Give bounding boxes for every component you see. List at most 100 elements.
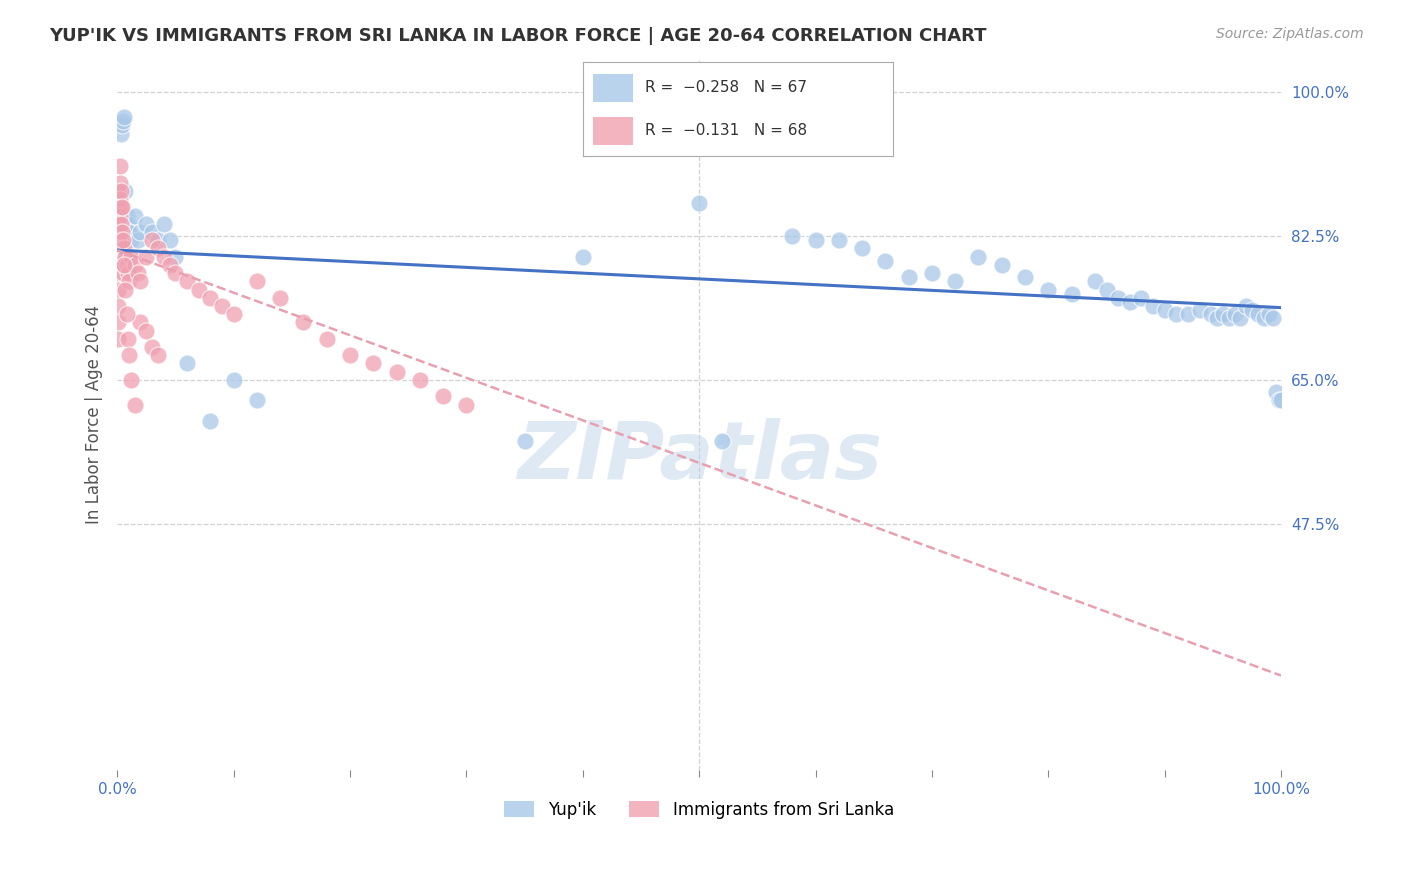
Point xyxy=(1206,311,1229,326)
Point xyxy=(112,258,135,272)
Point xyxy=(990,258,1012,272)
Legend: Yup'ik, Immigrants from Sri Lanka: Yup'ik, Immigrants from Sri Lanka xyxy=(498,794,901,826)
Point xyxy=(165,266,187,280)
Point xyxy=(828,233,851,247)
Point xyxy=(804,233,827,247)
Point xyxy=(1247,307,1270,321)
FancyBboxPatch shape xyxy=(593,117,633,145)
Point xyxy=(967,250,990,264)
Point xyxy=(127,233,149,247)
Point xyxy=(114,184,136,198)
Point xyxy=(110,201,132,215)
Point xyxy=(339,348,361,362)
Point xyxy=(1229,311,1251,326)
Point xyxy=(135,217,157,231)
Point xyxy=(1107,291,1129,305)
Point xyxy=(110,233,132,247)
Point xyxy=(513,434,536,449)
Point xyxy=(432,389,454,403)
Point xyxy=(112,242,135,256)
Point xyxy=(361,356,384,370)
Point xyxy=(943,274,966,288)
Point xyxy=(135,250,157,264)
Point xyxy=(111,266,134,280)
Point xyxy=(1142,299,1164,313)
Point xyxy=(115,307,138,321)
Point xyxy=(1268,393,1291,408)
Point xyxy=(107,266,129,280)
Point xyxy=(141,233,163,247)
Point xyxy=(117,217,139,231)
Point xyxy=(780,229,803,244)
Point xyxy=(129,225,152,239)
Point xyxy=(222,307,245,321)
Point xyxy=(1212,307,1234,321)
Point xyxy=(107,299,129,313)
Point xyxy=(124,209,146,223)
Point xyxy=(1223,307,1246,321)
Point xyxy=(118,225,141,239)
Point xyxy=(108,209,131,223)
Point xyxy=(112,110,135,124)
Point xyxy=(118,274,141,288)
Point xyxy=(1166,307,1188,321)
Point xyxy=(187,283,209,297)
Point xyxy=(1253,311,1275,326)
Point xyxy=(115,209,138,223)
Point xyxy=(897,270,920,285)
Point xyxy=(222,373,245,387)
Point xyxy=(456,398,478,412)
Point xyxy=(851,242,873,256)
Point xyxy=(111,201,134,215)
Point xyxy=(141,225,163,239)
Point xyxy=(108,192,131,206)
Point xyxy=(127,266,149,280)
Point xyxy=(385,365,408,379)
Point xyxy=(107,184,129,198)
Text: R =  −0.258   N = 67: R = −0.258 N = 67 xyxy=(645,80,807,95)
Point xyxy=(107,201,129,215)
Point xyxy=(146,242,169,256)
Point xyxy=(108,225,131,239)
Point xyxy=(146,233,169,247)
Point xyxy=(711,434,734,449)
Point xyxy=(152,250,174,264)
Point xyxy=(1261,311,1284,326)
Point xyxy=(1153,303,1175,318)
Point xyxy=(108,160,131,174)
Point xyxy=(1234,299,1257,313)
Point xyxy=(292,315,315,329)
Point xyxy=(176,356,198,370)
Point xyxy=(269,291,291,305)
Point xyxy=(1084,274,1107,288)
Point xyxy=(111,233,134,247)
Point xyxy=(141,340,163,354)
Point xyxy=(110,184,132,198)
Point xyxy=(1265,385,1288,400)
Point xyxy=(200,414,222,428)
Point xyxy=(1038,283,1060,297)
Point xyxy=(1014,270,1036,285)
Point xyxy=(117,266,139,280)
Point xyxy=(112,258,135,272)
Point xyxy=(135,324,157,338)
Point xyxy=(110,217,132,231)
Point xyxy=(120,373,142,387)
Point xyxy=(107,250,129,264)
Point xyxy=(1130,291,1153,305)
Text: R =  −0.131   N = 68: R = −0.131 N = 68 xyxy=(645,123,807,138)
Point xyxy=(107,283,129,297)
Point xyxy=(1060,286,1083,301)
Point xyxy=(1188,303,1211,318)
Point xyxy=(111,118,134,132)
Point xyxy=(115,258,138,272)
Point xyxy=(124,398,146,412)
Point xyxy=(120,250,142,264)
Point xyxy=(921,266,943,280)
Point xyxy=(107,315,129,329)
Point xyxy=(1218,311,1240,326)
Point xyxy=(1119,294,1142,309)
Point xyxy=(124,258,146,272)
Point xyxy=(129,274,152,288)
Point xyxy=(120,233,142,247)
